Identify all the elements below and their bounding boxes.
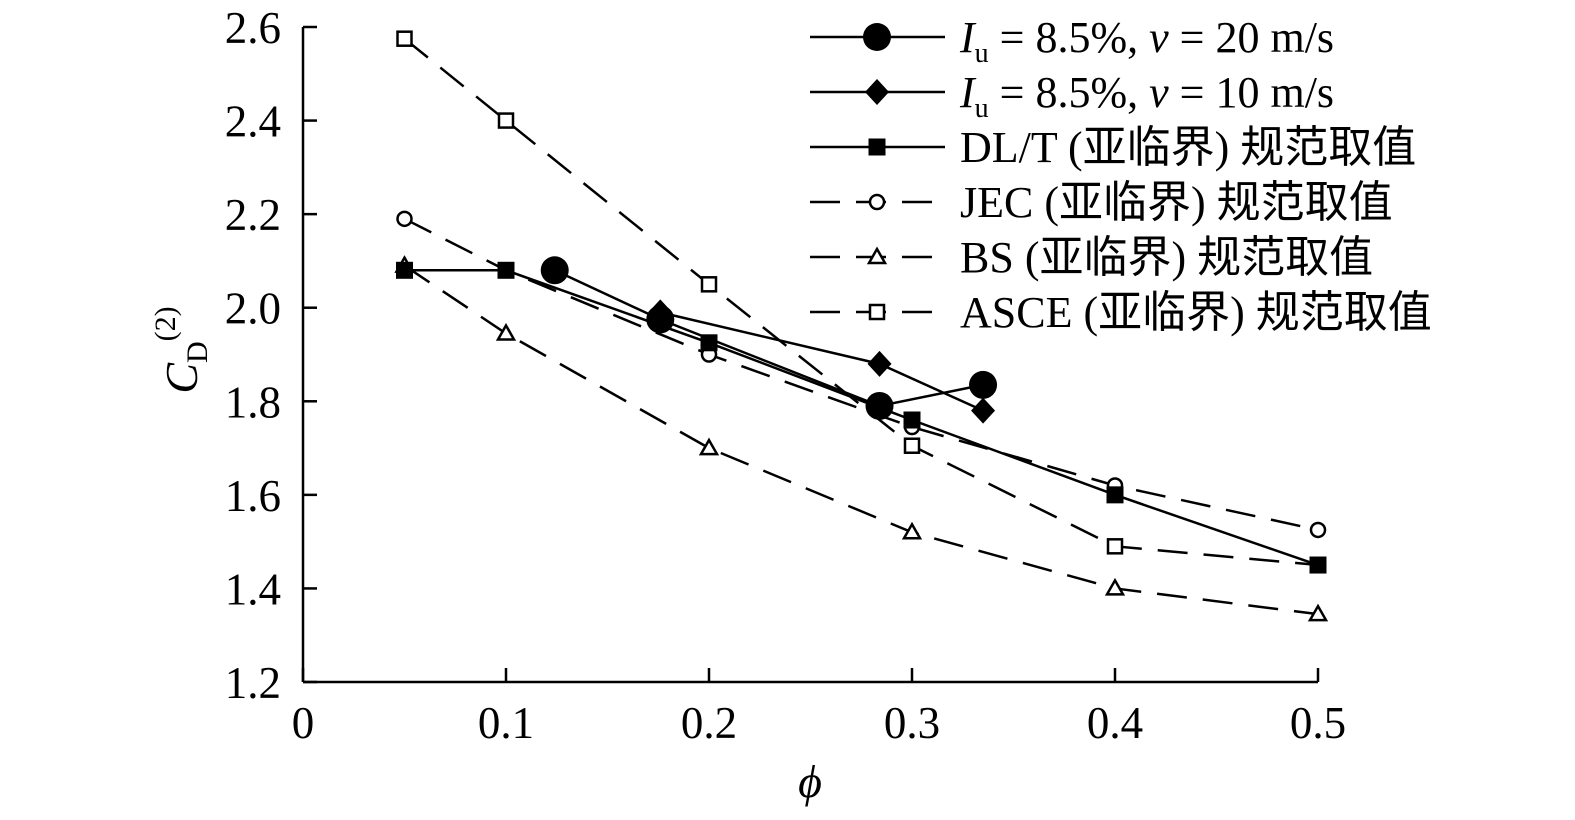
x-tick-label: 0.5 <box>1290 698 1346 748</box>
legend-item-5: BS (亚临界) 规范取值 <box>810 233 1373 282</box>
legend-marker <box>863 23 891 51</box>
legend-label: JEC (亚临界) 规范取值 <box>960 178 1393 227</box>
series-2-point <box>648 299 673 326</box>
y-tick-label: 2.0 <box>225 284 281 334</box>
legend: Iu = 8.5%, v = 20 m/sIu = 8.5%, v = 10 m… <box>810 13 1432 337</box>
legend-item-1: Iu = 8.5%, v = 20 m/s <box>810 13 1334 69</box>
y-axis-title: CD(2) <box>149 306 214 393</box>
series-6-point <box>497 112 515 129</box>
series-4-point <box>396 210 413 228</box>
series-3-line <box>404 269 1319 567</box>
series-4-point <box>1309 521 1327 539</box>
x-tick-label: 0.3 <box>884 698 940 748</box>
series-3-point <box>1309 556 1327 574</box>
series-4-line <box>403 217 1319 532</box>
legend-label: ASCE (亚临界) 规范取值 <box>960 288 1432 337</box>
legend-item-3: DL/T (亚临界) 规范取值 <box>810 123 1416 172</box>
legend-label: BS (亚临界) 规范取值 <box>960 233 1373 282</box>
series-6-point <box>396 30 413 47</box>
y-axis-title-sub: D <box>181 341 214 363</box>
series-6-point <box>700 276 718 293</box>
ticks-layer: 1.2 1.4 1.6 1.8 2.0 2.2 2.4 2.6 0 0.1 0.2 0.3 0.4 0.5 <box>225 3 1346 748</box>
series-3-point <box>903 411 921 429</box>
series-6 <box>396 30 1327 574</box>
legend-marker <box>868 193 886 211</box>
series-5-line <box>403 264 1319 616</box>
legend-label: Iu = 8.5%, v = 10 m/s <box>959 68 1334 124</box>
series-1-point <box>969 370 998 399</box>
series-layer <box>394 30 1329 622</box>
series-1-line <box>554 269 984 408</box>
series-5 <box>394 255 1329 622</box>
legend-item-2: Iu = 8.5%, v = 10 m/s <box>810 68 1334 124</box>
series-3-point <box>396 261 413 279</box>
y-axis-title-sup: (2) <box>149 306 182 341</box>
series-3-point <box>700 334 718 352</box>
series-2 <box>648 299 996 424</box>
series-2-point <box>867 350 892 377</box>
series-3-point <box>1106 486 1124 504</box>
series-6-line <box>403 37 1319 567</box>
series-2-point <box>971 397 996 424</box>
legend-marker <box>865 79 889 105</box>
series-6-point <box>903 437 921 454</box>
legend-marker <box>868 138 886 156</box>
series-5-point <box>698 437 720 456</box>
y-tick-label: 1.4 <box>225 564 281 614</box>
series-5-point <box>495 322 517 341</box>
y-axis-title-main: C <box>156 362 207 394</box>
legend-label: Iu = 8.5%, v = 20 m/s <box>959 13 1334 69</box>
axis-titles: ϕ CD(2) <box>149 306 822 807</box>
x-tick-label: 0.1 <box>478 698 534 748</box>
legend-marker <box>866 246 888 265</box>
y-tick-label: 2.4 <box>225 97 281 147</box>
x-tick-label: 0 <box>292 698 315 748</box>
y-tick-label: 2.2 <box>225 190 281 240</box>
axes-layer <box>301 27 1318 684</box>
series-5-point <box>901 521 923 540</box>
series-5-point <box>1104 577 1126 596</box>
x-tick-label: 0.2 <box>681 698 737 748</box>
legend-label: DL/T (亚临界) 规范取值 <box>960 123 1416 172</box>
series-1-point <box>865 391 894 420</box>
x-tick-label: 0.4 <box>1087 698 1143 748</box>
series-6-point <box>1106 538 1124 555</box>
legend-marker <box>868 303 886 321</box>
series-1-point <box>540 256 569 285</box>
y-tick-label: 1.2 <box>225 658 281 708</box>
x-axis-title: ϕ <box>798 756 822 807</box>
series-3 <box>396 261 1327 574</box>
series-5-point <box>1307 603 1329 622</box>
series-3-point <box>497 261 515 279</box>
y-tick-label: 2.6 <box>225 3 281 53</box>
legend-item-6: ASCE (亚临界) 规范取值 <box>810 288 1432 337</box>
legend-item-4: JEC (亚临界) 规范取值 <box>810 178 1393 227</box>
y-tick-label: 1.6 <box>225 471 281 521</box>
y-tick-label: 1.8 <box>225 377 281 427</box>
